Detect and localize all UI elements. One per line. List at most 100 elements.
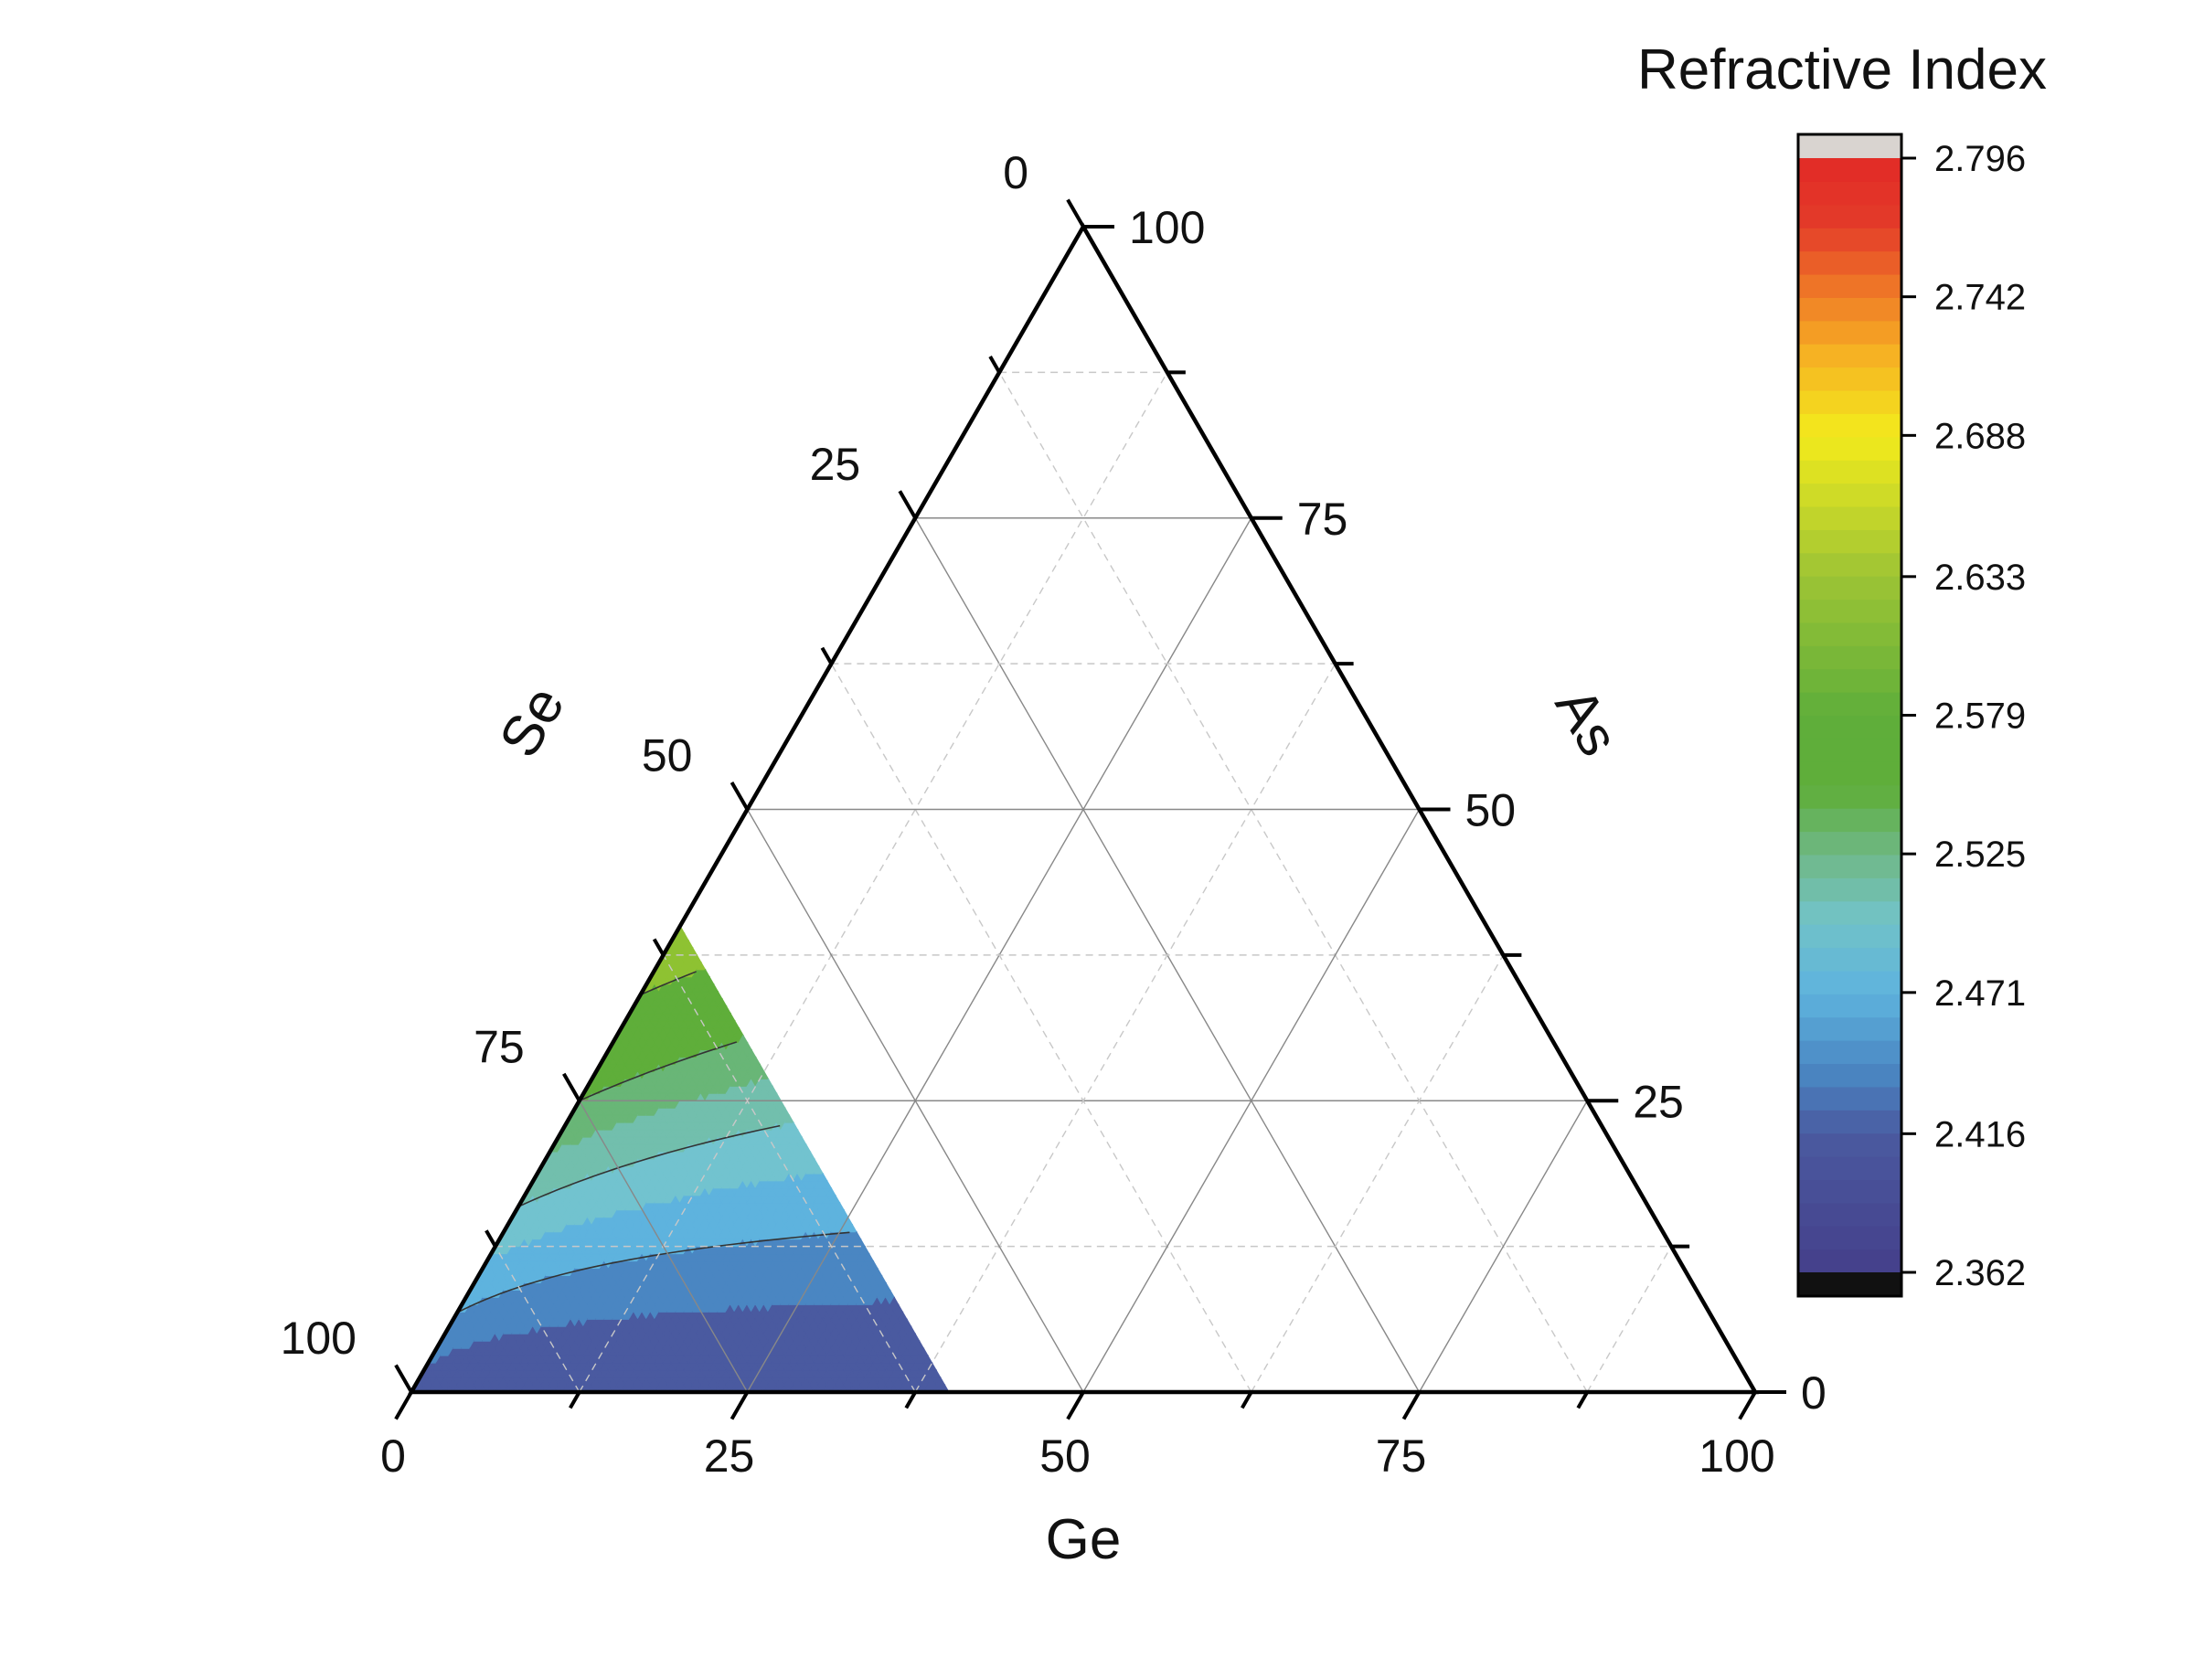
colorbar-swatch <box>1798 994 1901 1018</box>
tick-label-ge: 0 <box>380 1430 406 1482</box>
colorbar-tick-label: 2.688 <box>1934 416 2026 456</box>
colorbar-swatch <box>1798 320 1901 345</box>
colorbar-tick-label: 2.579 <box>1934 696 2026 737</box>
colorbar-swatch <box>1798 367 1901 391</box>
colorbar-tick-label: 2.416 <box>1934 1114 2026 1154</box>
tick-label-se: 0 <box>1003 147 1028 198</box>
tick-label-as: 50 <box>1465 785 1517 836</box>
tick-se <box>898 490 917 519</box>
grid-line-ge-minor <box>1251 954 1504 1393</box>
tick-se <box>988 356 1001 374</box>
colorbar-swatch <box>1798 1040 1901 1065</box>
contour-cell <box>721 1005 731 1015</box>
colorbar-swatch <box>1798 668 1901 693</box>
contour-cell <box>733 1026 744 1037</box>
tick-label-as: 100 <box>1129 202 1205 253</box>
colorbar-swatch <box>1798 1156 1901 1181</box>
colorbar-swatch <box>1798 877 1901 902</box>
colorbar-swatch <box>1798 413 1901 438</box>
colorbar-tick-label: 2.633 <box>1934 558 2026 598</box>
colorbar-swatch <box>1798 1249 1901 1273</box>
tick-label-ge: 100 <box>1699 1430 1774 1482</box>
contour-cell <box>696 961 707 971</box>
colorbar-swatch <box>1798 622 1901 646</box>
contour-cell <box>683 939 694 949</box>
colorbar-swatch <box>1798 761 1901 786</box>
colorbar-tick-label: 2.742 <box>1934 278 2026 318</box>
colorbar-swatch <box>1798 1016 1901 1041</box>
colorbar-swatch <box>1798 692 1901 717</box>
colorbar-swatch <box>1798 1086 1901 1111</box>
colorbar-swatch <box>1798 181 1901 206</box>
tick-ge <box>1241 1391 1253 1409</box>
tick-label-ge: 25 <box>704 1430 755 1482</box>
tick-ge <box>730 1390 750 1420</box>
tick-label-se: 100 <box>281 1313 357 1364</box>
colorbar-swatch <box>1798 831 1901 856</box>
colorbar-swatch <box>1798 460 1901 484</box>
colorbar-swatch <box>1798 436 1901 461</box>
colorbar-swatch <box>1798 250 1901 275</box>
colorbar-swatch <box>1798 505 1901 530</box>
contour-cell <box>691 953 702 963</box>
colorbar-ticks: 2.796 2.742 2.688 2.633 2.579 2.525 2.471 2.416… <box>1901 139 2026 1293</box>
colorbar-swatch <box>1798 158 1901 182</box>
tick-label-se: 25 <box>810 439 861 490</box>
colorbar-swatch <box>1798 784 1901 809</box>
grid-line-ge-minor <box>1586 1246 1672 1393</box>
colorbar-swatch <box>1798 576 1901 601</box>
tick-label-as: 75 <box>1297 494 1348 545</box>
contour-cell <box>730 1019 740 1029</box>
colorbar-swatch <box>1798 529 1901 554</box>
colorbar-over-swatch <box>1798 134 1901 158</box>
tick-ge <box>1738 1390 1757 1420</box>
colorbar-swatch <box>1798 204 1901 229</box>
tick-label-as: 0 <box>1801 1367 1827 1419</box>
tick-ge <box>1401 1390 1422 1420</box>
colorbar-under-swatch <box>1798 1272 1901 1296</box>
tick-se <box>485 1229 497 1248</box>
tick-se <box>394 1364 413 1394</box>
colorbar-swatch <box>1798 1063 1901 1088</box>
tick-label-se: 75 <box>474 1021 525 1072</box>
colorbar: Refractive Index 2.796 2.742 2.688 2.633 2.5… <box>1637 38 2047 1298</box>
colorbar-swatch <box>1798 715 1901 739</box>
contour-cell <box>700 968 711 978</box>
tick-se <box>562 1072 581 1102</box>
tick-label-ge: 50 <box>1039 1430 1091 1482</box>
colorbar-swatch <box>1798 344 1901 368</box>
tick-label-se: 50 <box>642 730 693 782</box>
axis-title-se: Se <box>487 676 577 768</box>
colorbar-swatch <box>1798 599 1901 623</box>
colorbar-swatch <box>1798 1179 1901 1204</box>
colorbar-swatch <box>1798 924 1901 949</box>
tick-label-ge: 75 <box>1376 1430 1427 1482</box>
tick-ge <box>1066 1390 1085 1420</box>
colorbar-swatch <box>1798 645 1901 670</box>
tick-se <box>730 782 750 811</box>
colorbar-swatch <box>1798 947 1901 972</box>
colorbar-swatch <box>1798 297 1901 322</box>
colorbar-tick-label: 2.471 <box>1934 973 2026 1014</box>
tick-label-as: 25 <box>1633 1076 1684 1127</box>
contour-cell <box>712 990 723 1000</box>
grid-line-se-minor <box>998 372 1588 1393</box>
tick-se <box>1066 198 1085 228</box>
contour-cell <box>717 997 728 1007</box>
contour-cell <box>704 975 715 985</box>
colorbar-tick-label: 2.362 <box>1934 1253 2026 1293</box>
colorbar-swatch <box>1798 552 1901 577</box>
tick-ge <box>1576 1391 1589 1409</box>
axis-title-ge: Ge <box>1046 1508 1122 1571</box>
colorbar-swatch <box>1798 970 1901 994</box>
colorbar-title: Refractive Index <box>1637 38 2047 101</box>
tick-ge <box>394 1390 413 1420</box>
colorbar-swatch <box>1798 900 1901 925</box>
tick-ge <box>569 1391 581 1409</box>
colorbar-swatch <box>1798 273 1901 298</box>
colorbar-swatch <box>1798 1202 1901 1227</box>
colorbar-tick-label: 2.525 <box>1934 835 2026 875</box>
contour-cell <box>679 931 690 941</box>
grid-line-ge-minor <box>914 663 1337 1393</box>
